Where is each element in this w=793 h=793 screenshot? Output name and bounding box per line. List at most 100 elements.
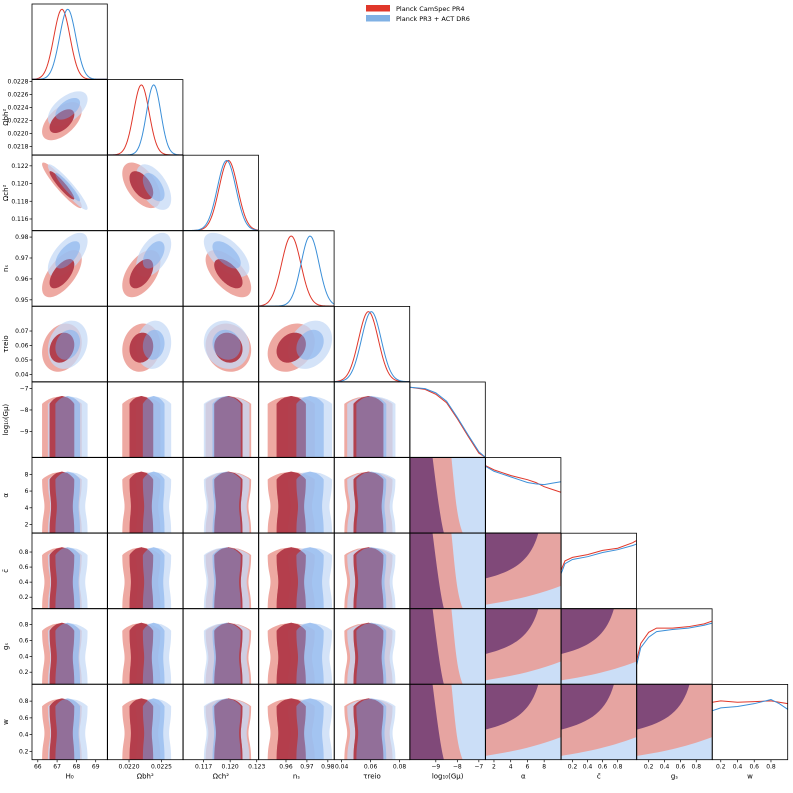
panel-tau-vs-ns (267, 320, 333, 372)
panel-frame (258, 230, 335, 307)
y-tick-label: 0.2 (19, 669, 29, 676)
y-axis-label: c̄ (2, 569, 10, 573)
region-overlap-1sigma (485, 533, 539, 579)
panel-ombh2-vs-ombh2 (107, 84, 183, 155)
region-overlap-1sigma (485, 684, 539, 730)
y-tick-label: 0.118 (11, 198, 28, 205)
region-overlap-1sigma (636, 684, 690, 730)
marginal-logGmu-blue-line (410, 386, 486, 458)
legend: Planck CamSpec PR4 Planck PR3 + ACT DR6 (366, 5, 470, 23)
band-blue-1sigma (212, 698, 241, 760)
contour-overlap (49, 259, 75, 289)
x-tick-label: 0.123 (248, 764, 265, 771)
band-overlap (49, 547, 75, 609)
panel-alpha-vs-alpha (485, 465, 561, 493)
marginal-ns-red-line (258, 235, 335, 307)
contour-blue-1sigma (55, 97, 81, 120)
x-tick-label: 0.8 (613, 764, 623, 771)
panel-gs-vs-logGmu (410, 608, 486, 685)
panel-logGmu-vs-omch2 (203, 396, 252, 458)
y-axis-label: α (2, 493, 10, 498)
x-tick-label: 0.2 (568, 764, 578, 771)
band-blue-1sigma (55, 396, 81, 458)
y-tick-label: 0.96 (15, 276, 29, 283)
band-blue-1sigma (356, 396, 387, 458)
region-overlap-1sigma (561, 608, 614, 654)
y-axis-label: nₛ (2, 265, 10, 272)
x-tick-label: 0.8 (766, 764, 776, 771)
y-tick-label: 0.6 (19, 715, 29, 722)
panel-logGmu-vs-ns (267, 396, 333, 458)
panel-logGmu-vs-ombh2 (122, 396, 172, 458)
contour-blue-1sigma (55, 241, 81, 269)
y-tick-label: 0.8 (19, 622, 29, 629)
panel-tau-vs-H0 (42, 320, 88, 372)
marginal-ombh2-blue-line (107, 84, 183, 155)
contour-overlap (214, 259, 243, 289)
y-tick-label: 0.0222 (8, 117, 29, 124)
contour-overlap (49, 109, 75, 133)
band-blue-1sigma (55, 547, 81, 609)
y-axis-label: gₛ (2, 643, 10, 650)
marginal-omch2-blue-line (183, 159, 259, 231)
x-tick-label: 66 (34, 764, 42, 771)
marginal-cbar-blue-line (561, 543, 637, 574)
contour-blue-1sigma (296, 329, 324, 360)
panel-cbar-vs-alpha (485, 533, 561, 609)
marginal-H0-red-line (32, 8, 108, 80)
panel-gs-vs-omch2 (203, 622, 252, 685)
marginal-cbar-red-line (561, 540, 637, 571)
panel-logGmu-vs-H0 (42, 396, 88, 458)
contour-red-1sigma (49, 259, 75, 289)
y-tick-label: 0.120 (11, 181, 28, 188)
panel-w-vs-ns (267, 698, 333, 760)
x-axis-label: H₀ (66, 773, 74, 781)
x-tick-label: 0.96 (279, 764, 293, 771)
band-overlap (353, 622, 384, 685)
panel-ns-vs-ombh2 (122, 232, 172, 298)
legend-swatch-1 (366, 15, 390, 22)
panel-ns-vs-H0 (42, 232, 88, 298)
panel-cbar-vs-cbar (561, 540, 637, 574)
contour-blue-1sigma (212, 329, 241, 360)
band-blue-1sigma (296, 622, 324, 685)
panel-logGmu-vs-logGmu (410, 386, 486, 458)
y-tick-label: 0.04 (15, 371, 29, 378)
panel-w-vs-cbar (561, 684, 637, 760)
contour-red-1sigma (214, 259, 243, 289)
band-blue-1sigma (142, 547, 165, 609)
band-blue-1sigma (212, 622, 241, 685)
panel-gs-vs-ns (267, 622, 333, 685)
panel-w-vs-alpha (485, 684, 561, 760)
y-axis-label: w (2, 719, 10, 725)
contour-blue-1sigma (55, 329, 81, 360)
panel-cbar-vs-H0 (42, 547, 88, 609)
panel-gs-vs-ombh2 (122, 622, 172, 685)
x-axis-label: Ωbh² (137, 773, 154, 781)
y-tick-label: 0.05 (15, 357, 29, 364)
band-blue-1sigma (212, 396, 241, 458)
marginal-gs-blue-line (636, 622, 713, 665)
panel-w-vs-ombh2 (122, 698, 172, 760)
band-blue-1sigma (356, 698, 387, 760)
band-overlap (353, 471, 384, 533)
band-overlap (276, 547, 306, 609)
legend-label-1: Planck PR3 + ACT DR6 (396, 15, 470, 23)
panel-ns-vs-omch2 (203, 232, 252, 298)
panel-tau-vs-ombh2 (122, 320, 172, 372)
x-tick-label: 0.04 (335, 764, 349, 771)
contour-blue-1sigma (142, 172, 165, 202)
y-tick-label: 0.07 (15, 328, 29, 335)
x-axis-label: w (747, 773, 753, 781)
band-overlap (353, 547, 384, 609)
panel-w-vs-tau (344, 698, 396, 760)
x-tick-label: 4 (509, 764, 513, 771)
y-tick-label: 0.0226 (8, 92, 29, 99)
x-tick-label: 0.2 (716, 764, 726, 771)
panel-cbar-vs-ns (267, 547, 333, 609)
panel-cbar-vs-tau (344, 547, 396, 609)
panel-w-vs-w (712, 698, 788, 712)
band-blue-1sigma (55, 622, 81, 685)
marginal-alpha-red-line (485, 465, 561, 493)
panel-ombh2-vs-H0 (42, 91, 88, 141)
